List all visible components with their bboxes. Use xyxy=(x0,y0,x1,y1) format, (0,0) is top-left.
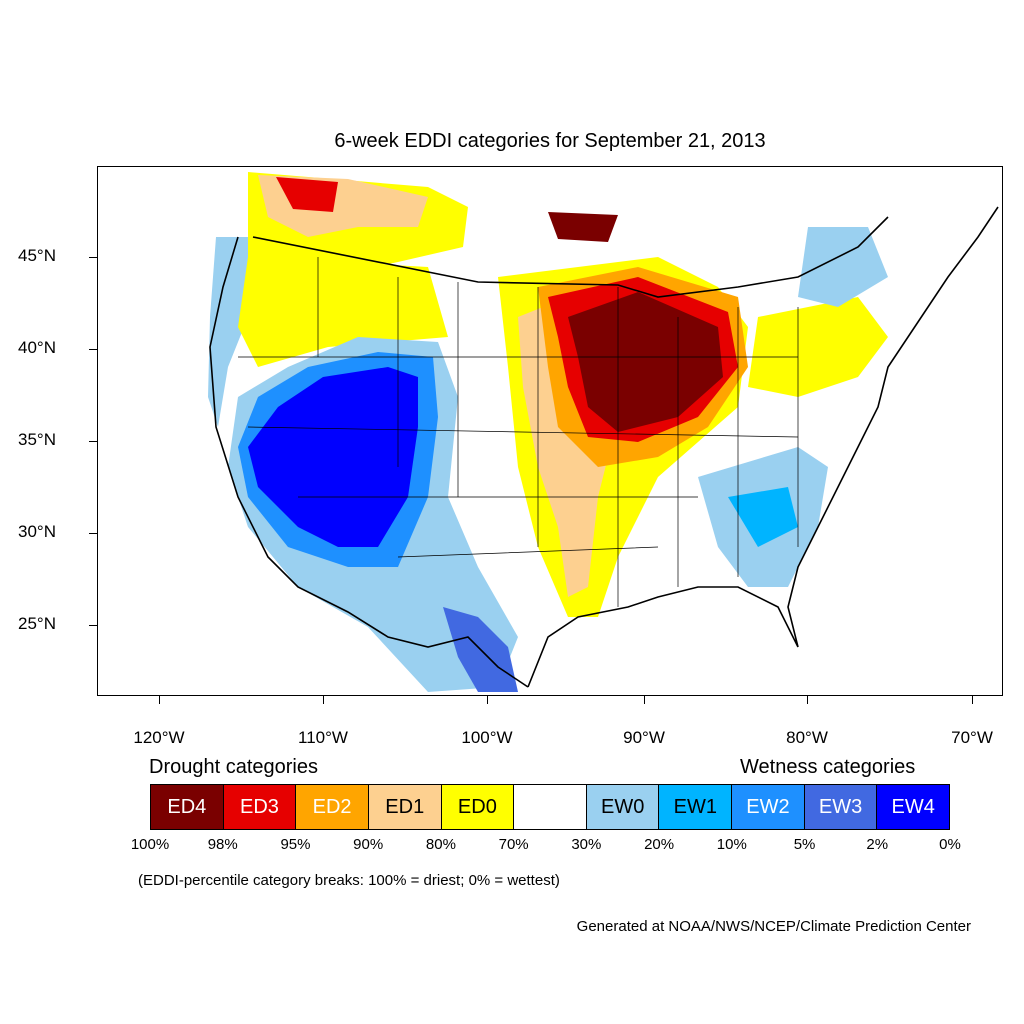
region-ne-ew0 xyxy=(798,227,888,307)
lat-label-45: 45°N xyxy=(18,246,56,265)
legend-box-ew4: EW4 xyxy=(877,785,950,829)
break-label: 5% xyxy=(793,836,816,853)
lon-tick xyxy=(323,696,324,704)
lat-tick xyxy=(89,625,97,626)
legend-box-ew1: EW1 xyxy=(659,785,733,829)
map-title: 6-week EDDI categories for September 21,… xyxy=(334,130,766,152)
lon-label-110: 110°W xyxy=(298,728,348,747)
lon-label-90: 90°W xyxy=(623,728,665,747)
coastline-outline xyxy=(209,206,999,688)
break-label: 95% xyxy=(280,836,311,853)
lat-tick xyxy=(89,349,97,350)
category-legend: ED4 ED3 ED2 ED1 ED0 EW0 EW1 EW2 EW3 EW4 xyxy=(150,784,950,830)
wetness-heading: Wetness categories xyxy=(740,756,916,778)
break-label: 70% xyxy=(498,836,529,853)
break-label: 98% xyxy=(207,836,238,853)
legend-box-ed3: ED3 xyxy=(223,785,297,829)
category-note: (EDDI-percentile category breaks: 100% =… xyxy=(138,872,560,889)
region-sw-ew4 xyxy=(248,367,418,547)
region-ne-ed0 xyxy=(748,297,888,397)
legend-box-ed4: ED4 xyxy=(151,785,224,829)
legend-box-ed0: ED0 xyxy=(441,785,515,829)
break-label: 20% xyxy=(644,836,675,853)
break-label: 2% xyxy=(866,836,889,853)
lon-label-80: 80°W xyxy=(786,728,828,747)
lat-label-25: 25°N xyxy=(18,614,56,633)
break-label: 100% xyxy=(130,836,170,853)
lat-label-35: 35°N xyxy=(18,430,56,449)
legend-box-ew3: EW3 xyxy=(804,785,878,829)
lon-tick xyxy=(487,696,488,704)
legend-box-ed2: ED2 xyxy=(296,785,369,829)
legend-box-ew2: EW2 xyxy=(732,785,805,829)
legend-box-ew0: EW0 xyxy=(586,785,660,829)
lon-tick xyxy=(644,696,645,704)
lon-tick xyxy=(972,696,973,704)
lat-label-30: 30°N xyxy=(18,522,56,541)
lat-label-40: 40°N xyxy=(18,338,56,357)
lon-label-120: 120°W xyxy=(133,728,185,747)
region-se-ew1 xyxy=(728,487,798,547)
lat-tick xyxy=(89,533,97,534)
region-pnw-ed3 xyxy=(276,177,338,212)
region-lake-superior-ed4 xyxy=(548,212,618,242)
drought-heading: Drought categories xyxy=(149,756,318,778)
lon-tick xyxy=(807,696,808,704)
break-label: 90% xyxy=(353,836,384,853)
lon-tick xyxy=(159,696,160,704)
credit-line: Generated at NOAA/NWS/NCEP/Climate Predi… xyxy=(576,918,971,935)
lon-label-70: 70°W xyxy=(951,728,993,747)
region-wcoast-ew0 xyxy=(208,237,248,427)
break-label: 80% xyxy=(425,836,456,853)
eddi-map xyxy=(208,172,999,692)
lat-tick xyxy=(89,441,97,442)
lat-tick xyxy=(89,257,97,258)
legend-box-ed1: ED1 xyxy=(368,785,442,829)
map-plot-area xyxy=(97,166,1003,696)
break-label: 30% xyxy=(571,836,602,853)
state-borders xyxy=(238,257,799,607)
legend-box-normal xyxy=(514,785,587,829)
break-label: 0% xyxy=(939,836,961,853)
lon-label-100: 100°W xyxy=(461,728,513,747)
region-lakes-ed4 xyxy=(568,292,723,432)
break-label: 10% xyxy=(716,836,747,853)
